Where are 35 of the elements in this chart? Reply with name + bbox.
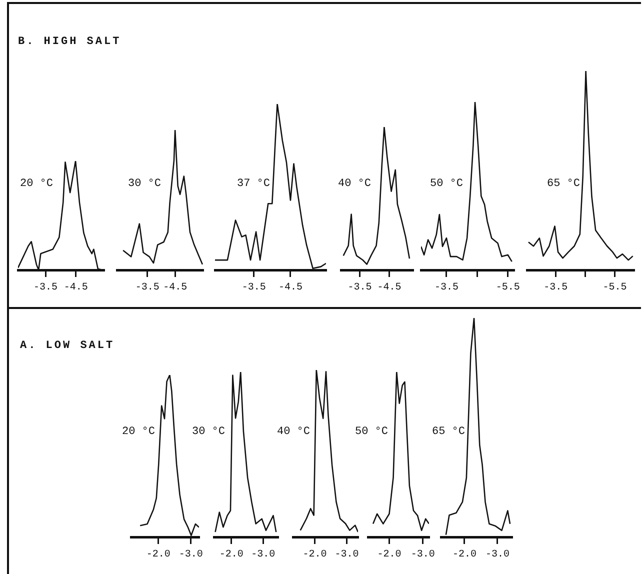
x-tick-label: -4.5 bbox=[278, 282, 302, 294]
x-tick-label: -4.5 bbox=[377, 282, 402, 294]
x-tick-label: -2.0 bbox=[377, 550, 402, 561]
x-tick-label: -2.0 bbox=[146, 550, 170, 561]
chart-subtitle: A. LOW SALT bbox=[20, 340, 115, 352]
x-tick-label: -3.5 bbox=[242, 282, 266, 294]
x-tick-label: -3.5 bbox=[135, 282, 160, 294]
text: 50 °C bbox=[430, 178, 464, 190]
text: 20 °C bbox=[20, 178, 54, 190]
x-tick-label: -5.5 bbox=[602, 282, 627, 294]
text: 40 °C bbox=[338, 178, 372, 190]
x-tick-label: -3.5 bbox=[434, 282, 458, 294]
x-tick-label: -3.0 bbox=[251, 550, 276, 561]
text: 40 °C bbox=[277, 426, 310, 438]
x-tick-label: -3.5 bbox=[544, 282, 568, 294]
x-tick-label: -3.0 bbox=[334, 550, 359, 561]
x-tick-label: -4.5 bbox=[163, 282, 188, 294]
x-tick-label: -3.0 bbox=[410, 550, 435, 561]
x-tick-label: -3.0 bbox=[485, 550, 510, 561]
text: 37 °C bbox=[237, 178, 270, 190]
x-tick-label: -2.0 bbox=[302, 550, 327, 561]
x-tick-label: -5.5 bbox=[496, 282, 520, 294]
x-tick-label: -2.0 bbox=[452, 550, 476, 561]
x-tick-label: -3.5 bbox=[348, 282, 372, 294]
text: 65 °C bbox=[547, 178, 580, 190]
text: 30 °C bbox=[192, 426, 226, 438]
x-tick-label: -4.5 bbox=[64, 282, 88, 294]
x-tick-label: -3.5 bbox=[34, 282, 58, 294]
text: 65 °C bbox=[432, 426, 466, 438]
text: 50 °C bbox=[355, 426, 388, 438]
chart-subtitle: B. HIGH SALT bbox=[18, 36, 122, 48]
text: 30 °C bbox=[128, 178, 162, 190]
x-tick-label: -3.0 bbox=[178, 550, 203, 561]
x-tick-label: -2.0 bbox=[219, 550, 244, 561]
text: 20 °C bbox=[122, 426, 156, 438]
